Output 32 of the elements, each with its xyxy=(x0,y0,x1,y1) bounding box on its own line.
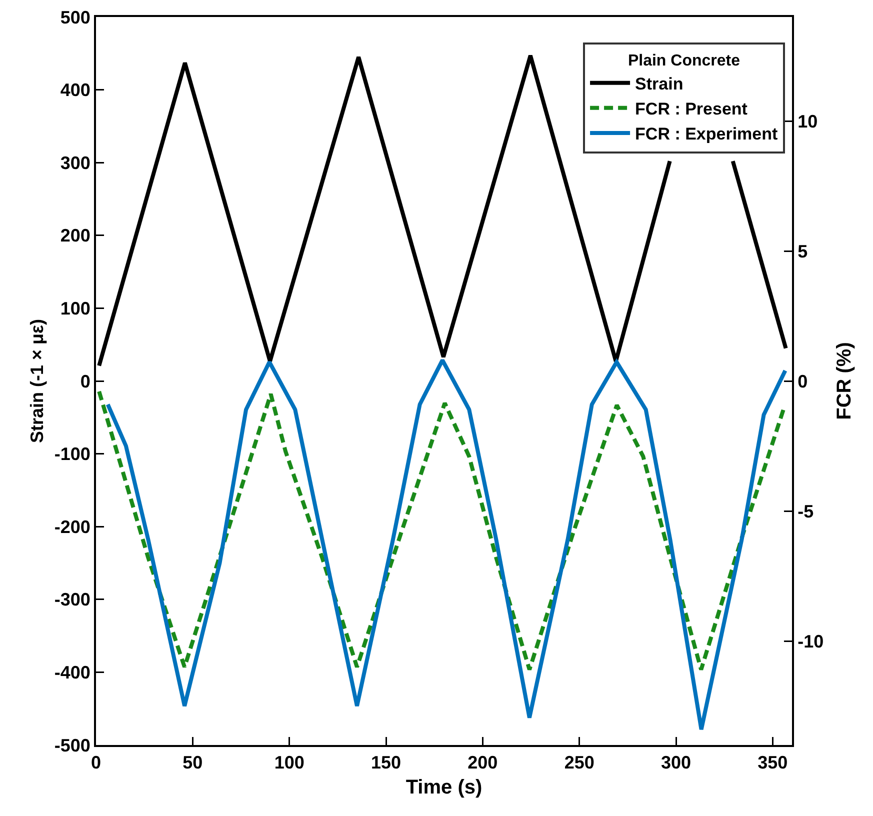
y-tick-label: 500 xyxy=(60,7,90,28)
x-tick-label: 100 xyxy=(274,752,304,773)
y2-tick-label: 0 xyxy=(798,371,808,392)
x-tick-label: 150 xyxy=(370,752,402,773)
legend-label: FCR : Experiment xyxy=(635,124,778,144)
legend-label: Strain xyxy=(635,74,684,94)
y-tick-label: 300 xyxy=(60,152,90,173)
y-tick-label: 100 xyxy=(60,298,90,318)
y-tick-label: -300 xyxy=(54,590,90,610)
y-tick-label: -400 xyxy=(54,662,90,682)
x-tick-label: 300 xyxy=(660,752,692,773)
y2-tick-label: 5 xyxy=(798,241,808,262)
x-tick-label: 200 xyxy=(468,752,498,773)
y-tick-label: -100 xyxy=(54,444,90,464)
line-series xyxy=(97,389,786,672)
legend-title: Plain Concrete xyxy=(628,52,740,70)
legend-label: FCR : Present xyxy=(635,100,748,119)
y-axis-title: Strain (-1 × με) xyxy=(27,318,48,444)
x-tick-label: 350 xyxy=(758,752,788,773)
y2-tick-label: 10 xyxy=(798,111,818,132)
line-series xyxy=(106,358,788,732)
y-tick-label: 400 xyxy=(60,80,90,100)
x-axis-title: Time (s) xyxy=(406,776,482,799)
y2-axis-title: FCR (%) xyxy=(834,342,856,420)
x-tick-label: 50 xyxy=(182,752,203,773)
y2-tick-label: -10 xyxy=(798,631,824,652)
x-tick-label: 250 xyxy=(564,752,594,773)
y-tick-label: -500 xyxy=(54,735,90,756)
y2-tick-label: -5 xyxy=(798,501,814,522)
y-tick-label: 0 xyxy=(80,371,90,392)
y-tick-label: -200 xyxy=(54,516,90,537)
y-tick-label: 200 xyxy=(60,226,90,246)
